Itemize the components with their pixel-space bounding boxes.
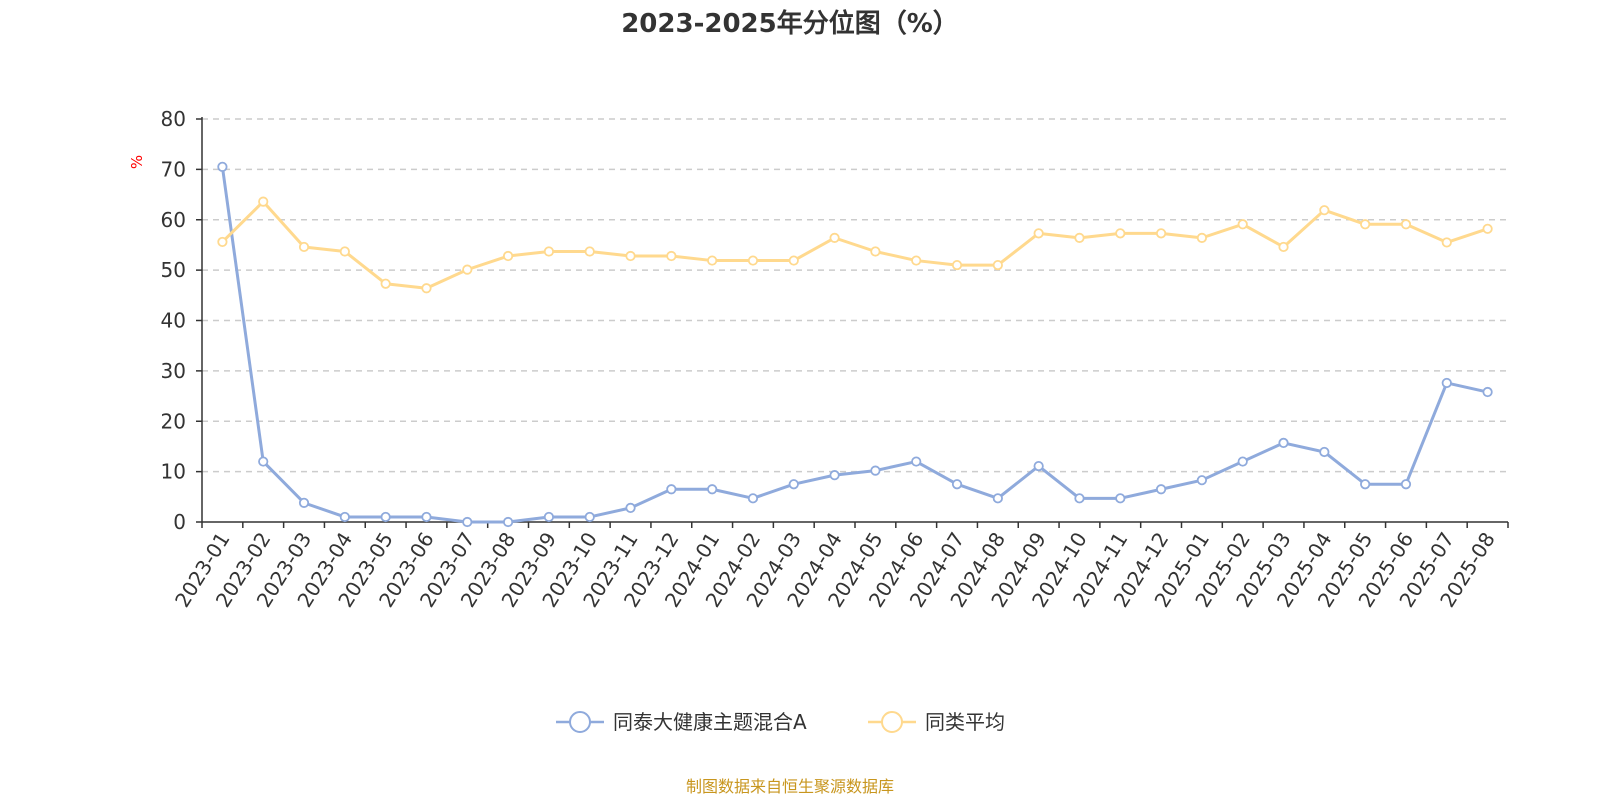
y-axis-ticks: 0 10 20 30 40 50 60 70 80: [161, 107, 202, 534]
data-point[interactable]: [298, 497, 310, 508]
data-point[interactable]: [298, 241, 310, 253]
data-point[interactable]: [1033, 228, 1044, 239]
data-point[interactable]: [829, 232, 840, 243]
series-1: [217, 161, 1493, 528]
data-point[interactable]: [829, 470, 840, 481]
data-point[interactable]: [1196, 232, 1208, 243]
data-point[interactable]: [992, 259, 1003, 271]
data-point[interactable]: [1319, 446, 1330, 458]
data-point[interactable]: [1319, 205, 1330, 216]
data-point[interactable]: [1237, 456, 1248, 467]
data-point[interactable]: [666, 250, 677, 262]
data-point[interactable]: [339, 511, 350, 523]
legend-marker: [569, 711, 591, 733]
chart-title: 2023-2025年分位图（%）: [621, 8, 959, 39]
data-point[interactable]: [339, 246, 350, 257]
data-point[interactable]: [380, 278, 391, 289]
data-point[interactable]: [707, 255, 718, 266]
data-point[interactable]: [1400, 479, 1412, 490]
data-point[interactable]: [707, 484, 718, 495]
data-point[interactable]: [258, 456, 269, 467]
y-tick-label: 80: [161, 107, 186, 131]
data-point[interactable]: [666, 484, 677, 495]
y-tick-label: 60: [161, 208, 186, 232]
y-tick-label: 70: [161, 157, 186, 181]
y-tick-label: 0: [173, 510, 186, 534]
data-point[interactable]: [625, 502, 636, 513]
data-source-note: 制图数据来自恒生聚源数据库: [686, 777, 894, 796]
y-tick-label: 40: [161, 309, 186, 333]
legend-label: 同泰大健康主题混合A: [613, 710, 807, 734]
legend-marker: [881, 711, 903, 733]
data-point[interactable]: [502, 516, 514, 528]
grid-lines: [202, 118, 1508, 473]
data-point[interactable]: [462, 264, 473, 275]
data-point[interactable]: [543, 511, 555, 523]
data-point[interactable]: [421, 283, 432, 294]
data-point[interactable]: [1400, 219, 1412, 230]
data-point[interactable]: [1237, 219, 1248, 230]
data-point[interactable]: [217, 161, 228, 172]
y-tick-label: 30: [161, 359, 186, 383]
axes: [201, 117, 1508, 523]
data-point[interactable]: [1360, 479, 1371, 490]
y-tick-label: 20: [161, 409, 186, 433]
data-point[interactable]: [1074, 493, 1085, 504]
data-point[interactable]: [217, 236, 228, 248]
data-point[interactable]: [1482, 223, 1493, 234]
data-point[interactable]: [1196, 475, 1208, 486]
data-point[interactable]: [1278, 241, 1289, 253]
data-point[interactable]: [625, 250, 636, 262]
data-point[interactable]: [1033, 460, 1044, 472]
y-axis-unit: %: [128, 155, 146, 169]
series-line: [220, 166, 1488, 524]
data-point[interactable]: [911, 255, 922, 266]
series-2: [217, 196, 1493, 294]
data-point[interactable]: [1360, 219, 1371, 230]
data-point[interactable]: [543, 246, 555, 257]
x-axis-ticks: 2023-012023-022023-032023-042023-052023-…: [170, 522, 1509, 612]
data-point[interactable]: [1155, 228, 1167, 239]
legend[interactable]: 同泰大健康主题混合A 同类平均: [556, 710, 1005, 734]
legend-label: 同类平均: [925, 710, 1005, 734]
data-point[interactable]: [1074, 232, 1085, 243]
data-point[interactable]: [951, 259, 963, 271]
data-point[interactable]: [1278, 437, 1289, 449]
data-point[interactable]: [911, 456, 922, 467]
data-point[interactable]: [788, 479, 799, 490]
y-tick-label: 10: [161, 460, 186, 484]
data-point[interactable]: [462, 516, 473, 528]
data-point[interactable]: [502, 250, 514, 262]
y-tick-label: 50: [161, 258, 186, 282]
data-point[interactable]: [1115, 228, 1126, 239]
series: [217, 161, 1493, 528]
data-point[interactable]: [747, 493, 759, 504]
data-point[interactable]: [421, 511, 432, 523]
data-point[interactable]: [870, 465, 881, 476]
legend-item[interactable]: 同类平均: [868, 710, 1005, 734]
data-point[interactable]: [747, 255, 759, 266]
data-point[interactable]: [951, 479, 963, 490]
data-point[interactable]: [1482, 386, 1493, 398]
legend-item[interactable]: 同泰大健康主题混合A: [556, 710, 807, 734]
data-point[interactable]: [1155, 484, 1167, 495]
data-point[interactable]: [380, 511, 391, 523]
data-point[interactable]: [584, 511, 595, 523]
data-point[interactable]: [584, 246, 595, 257]
data-point[interactable]: [870, 246, 881, 257]
series-line: [221, 200, 1489, 290]
data-point[interactable]: [992, 493, 1003, 504]
data-point[interactable]: [1115, 493, 1126, 504]
data-point[interactable]: [258, 196, 269, 207]
data-point[interactable]: [1441, 237, 1452, 248]
data-point[interactable]: [788, 255, 799, 266]
data-point[interactable]: [1441, 377, 1452, 389]
